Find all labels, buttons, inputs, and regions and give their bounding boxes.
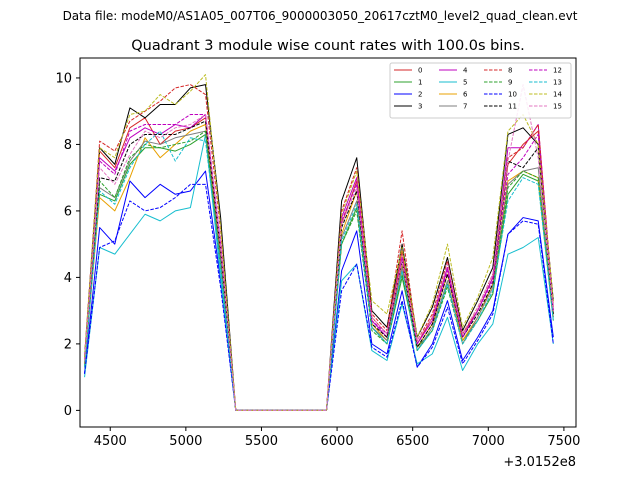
series-line-6 xyxy=(84,123,554,411)
series-line-8 xyxy=(84,84,554,411)
series-line-1 xyxy=(84,133,554,411)
plot-frame xyxy=(79,57,577,428)
legend-label-3: 3 xyxy=(418,103,422,111)
series-line-0 xyxy=(84,117,554,411)
legend-label-11: 11 xyxy=(508,103,517,111)
series-line-11 xyxy=(84,120,554,411)
x-tick-label: 4500 xyxy=(94,434,127,449)
series-line-4 xyxy=(84,114,554,411)
legend-label-2: 2 xyxy=(418,91,422,99)
series-line-3 xyxy=(84,84,554,411)
x-tick-label: 5500 xyxy=(245,434,278,449)
legend-label-10: 10 xyxy=(508,91,517,99)
legend-label-13: 13 xyxy=(553,79,562,87)
chart-suptitle: Data file: modeM0/AS1A05_007T06_90000030… xyxy=(63,9,578,23)
series-line-13 xyxy=(84,130,554,411)
chart-title: Quadrant 3 module wise count rates with … xyxy=(131,38,525,54)
series-layer xyxy=(84,74,554,411)
legend-label-12: 12 xyxy=(553,67,562,75)
y-tick-label: 6 xyxy=(64,204,72,219)
x-tick-label: 5000 xyxy=(169,434,202,449)
y-tick-label: 10 xyxy=(55,71,72,86)
x-tick-label: 6500 xyxy=(396,434,429,449)
series-line-9 xyxy=(84,130,554,411)
series-line-5 xyxy=(84,133,554,411)
legend-label-6: 6 xyxy=(463,91,468,99)
y-tick-label: 2 xyxy=(64,337,72,352)
legend-label-14: 14 xyxy=(553,91,562,99)
y-tick-label: 0 xyxy=(64,404,72,419)
legend-label-8: 8 xyxy=(508,67,512,75)
y-tick-label: 8 xyxy=(64,138,72,153)
x-tick-label: 7500 xyxy=(547,434,580,449)
series-line-2 xyxy=(84,170,554,411)
series-line-10 xyxy=(84,183,554,411)
legend-label-1: 1 xyxy=(418,79,422,87)
legend-label-4: 4 xyxy=(463,67,468,75)
legend-label-5: 5 xyxy=(463,79,467,87)
series-line-15 xyxy=(84,84,554,411)
ticks-layer: 4500 5000 5500 6000 6500 7000 7500 0 2 4 6 8 10 xyxy=(55,71,580,449)
legend-label-0: 0 xyxy=(418,67,422,75)
x-tick-label: 6000 xyxy=(321,434,354,449)
y-tick-label: 4 xyxy=(64,271,72,286)
legend-label-9: 9 xyxy=(508,79,512,87)
legend-box xyxy=(389,62,572,119)
legend-label-7: 7 xyxy=(463,103,467,111)
series-line-7 xyxy=(84,130,554,411)
x-tick-label: 7000 xyxy=(472,434,505,449)
legend-label-15: 15 xyxy=(553,103,562,111)
x-offset-label: +3.0152e8 xyxy=(503,455,576,470)
series-line-12 xyxy=(84,114,554,411)
